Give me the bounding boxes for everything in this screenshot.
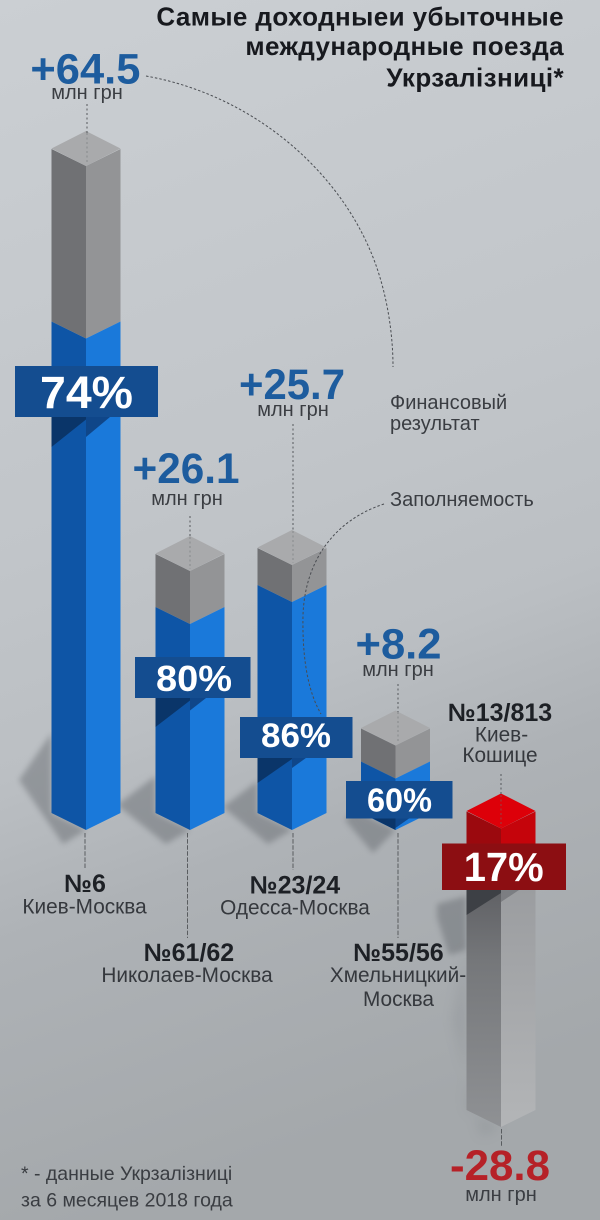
svg-text:Заполняемость: Заполняемость	[390, 489, 534, 511]
svg-text:-28.8: -28.8	[450, 1142, 550, 1190]
svg-text:Хмельницкий-: Хмельницкий-	[330, 964, 466, 987]
svg-text:Киев-Москва: Киев-Москва	[22, 896, 147, 919]
svg-text:млн грн: млн грн	[465, 1184, 536, 1206]
svg-text:млн грн: млн грн	[51, 82, 122, 104]
svg-text:Москва: Москва	[363, 988, 434, 1011]
svg-text:Финансовый: Финансовый	[390, 392, 507, 414]
svg-text:№13/813: №13/813	[448, 699, 552, 727]
svg-text:млн грн: млн грн	[362, 659, 433, 681]
svg-text:Укрзалізниці*: Укрзалізниці*	[386, 63, 564, 93]
svg-text:74%: 74%	[40, 367, 133, 418]
svg-text:* - данные Укрзалізниці: * - данные Укрзалізниці	[21, 1163, 232, 1185]
svg-text:Одесса-Москва: Одесса-Москва	[220, 897, 370, 920]
svg-text:Самые доходныеи убыточные: Самые доходныеи убыточные	[156, 2, 564, 32]
svg-text:№55/56: №55/56	[353, 939, 443, 967]
svg-text:международные поезда: международные поезда	[245, 31, 564, 61]
svg-text:Кошице: Кошице	[462, 744, 537, 767]
svg-text:за 6 месяцев 2018 года: за 6 месяцев 2018 года	[21, 1190, 233, 1212]
svg-text:результат: результат	[390, 413, 480, 435]
svg-text:Николаев-Москва: Николаев-Москва	[101, 964, 273, 987]
svg-text:60%: 60%	[367, 782, 432, 819]
svg-text:80%: 80%	[156, 658, 232, 699]
svg-text:млн грн: млн грн	[151, 488, 222, 510]
svg-text:млн грн: млн грн	[257, 399, 328, 421]
svg-text:№23/24: №23/24	[250, 872, 341, 900]
svg-text:+64.5: +64.5	[30, 46, 140, 94]
svg-text:№61/62: №61/62	[144, 939, 234, 967]
svg-text:Киев-: Киев-	[475, 724, 528, 747]
svg-text:+26.1: +26.1	[133, 445, 240, 493]
svg-text:86%: 86%	[261, 717, 331, 755]
svg-text:+25.7: +25.7	[239, 361, 345, 409]
svg-text:№6: №6	[64, 870, 106, 898]
svg-text:+8.2: +8.2	[356, 621, 442, 669]
svg-text:17%: 17%	[464, 844, 544, 890]
